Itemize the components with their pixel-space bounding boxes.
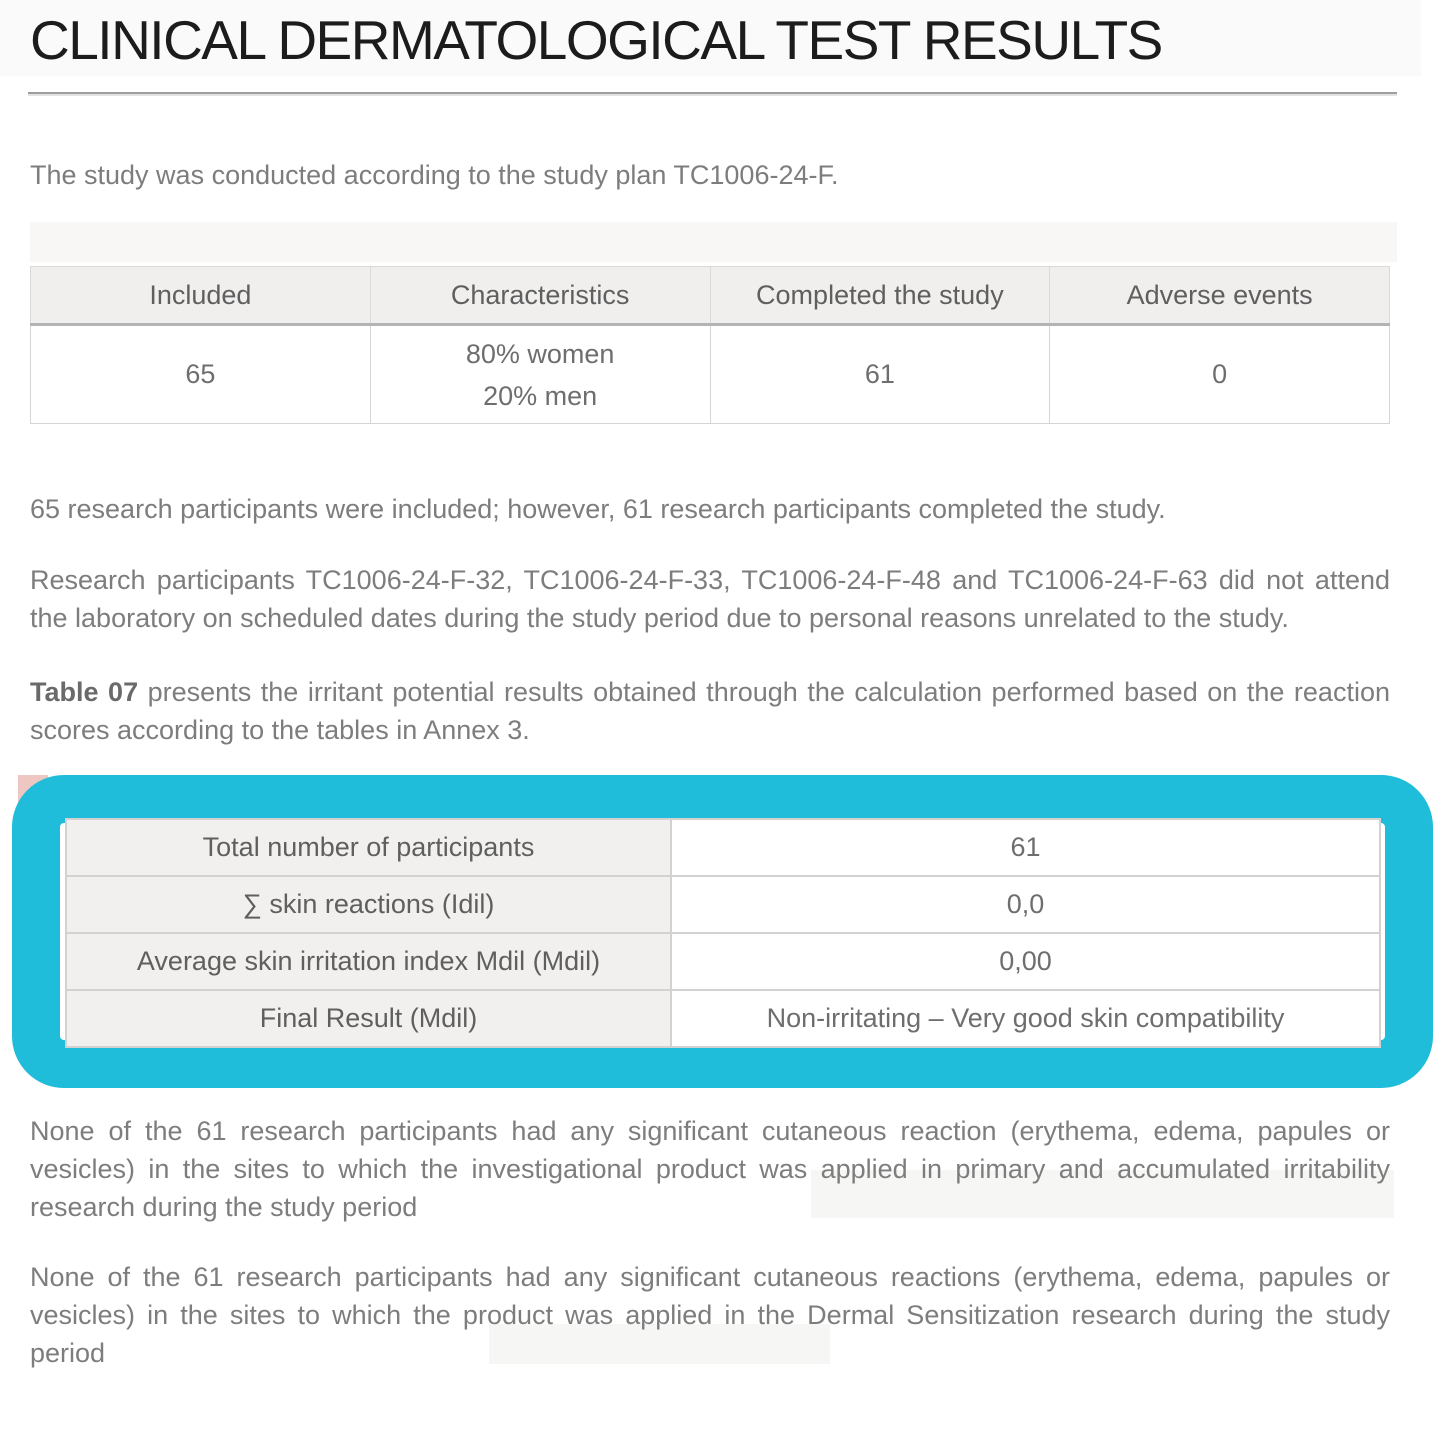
results-table: Total number of participants 61 ∑ skin r…	[65, 818, 1381, 1048]
result-label-final-result: Final Result (Mdil)	[65, 989, 672, 1048]
paragraph-completed-study: 65 research participants were included; …	[30, 494, 1166, 524]
characteristics-men: 20% men	[483, 380, 598, 411]
result-value-final-result: Non-irritating – Very good skin compatib…	[670, 989, 1381, 1048]
cell-completed: 61	[709, 324, 1051, 424]
table-row: 65 80% women 20% men 61 0	[30, 324, 1390, 424]
primary-irritability-text: None of the 61 research participants had…	[30, 1116, 1390, 1222]
cell-characteristics: 80% women 20% men	[369, 324, 711, 424]
col-header-completed: Completed the study	[709, 266, 1051, 326]
characteristics-women: 80% women	[465, 338, 615, 369]
table07-reference-text: presents the irritant potential results …	[30, 677, 1390, 745]
col-header-characteristics: Characteristics	[369, 266, 711, 326]
table-row: Final Result (Mdil) Non-irritating – Ver…	[65, 989, 1381, 1048]
page-title: CLINICAL DERMATOLOGICAL TEST RESULTS	[30, 9, 1163, 71]
participants-table-header-row: Included Characteristics Completed the s…	[30, 266, 1390, 326]
participants-table: Included Characteristics Completed the s…	[30, 222, 1397, 424]
paragraph-dermal-sensitization: None of the 61 research participants had…	[30, 1258, 1390, 1372]
title-divider	[28, 92, 1397, 96]
paragraph-table07-reference: Table 07 presents the irritant potential…	[30, 673, 1390, 749]
result-value-total-participants: 61	[670, 818, 1381, 877]
result-label-total-participants: Total number of participants	[65, 818, 672, 877]
results-highlight-section: Total number of participants 61 ∑ skin r…	[0, 775, 1445, 1088]
table-row: Average skin irritation index Mdil (Mdil…	[65, 932, 1381, 991]
result-label-average-index: Average skin irritation index Mdil (Mdil…	[65, 932, 672, 991]
paragraph-primary-irritability: None of the 61 research participants had…	[30, 1112, 1394, 1226]
table07-label: Table 07	[30, 677, 139, 707]
dermal-sensitization-text: None of the 61 research participants had…	[30, 1262, 1390, 1368]
result-value-average-index: 0,00	[670, 932, 1381, 991]
intro-paragraph: The study was conducted according to the…	[30, 160, 839, 190]
result-value-skin-reactions: 0,0	[670, 875, 1381, 934]
table-row: ∑ skin reactions (Idil) 0,0	[65, 875, 1381, 934]
col-header-included: Included	[30, 266, 371, 326]
result-label-skin-reactions: ∑ skin reactions (Idil)	[65, 875, 672, 934]
table-row: Total number of participants 61	[65, 818, 1381, 877]
cell-adverse-events: 0	[1049, 324, 1390, 424]
paragraph-dropouts: Research participants TC1006-24-F-32, TC…	[30, 565, 1390, 633]
title-band: CLINICAL DERMATOLOGICAL TEST RESULTS	[0, 0, 1421, 76]
col-header-adverse-events: Adverse events	[1049, 266, 1390, 326]
cell-included: 65	[30, 324, 371, 424]
participants-table-caption-strip	[30, 222, 1397, 262]
faded-highlight-block	[489, 1324, 830, 1364]
